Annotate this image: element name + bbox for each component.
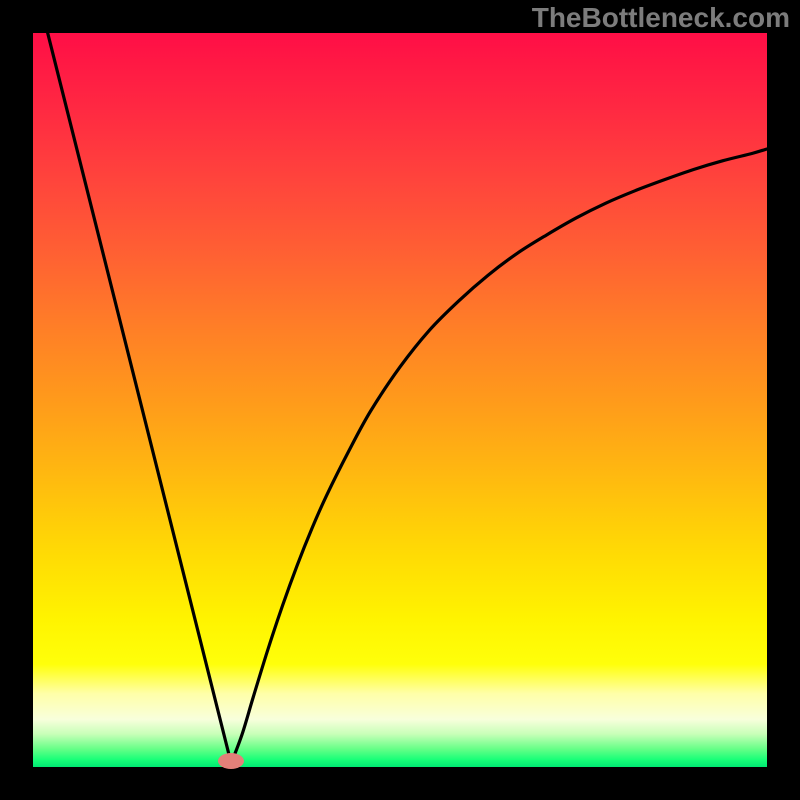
curve-left-branch — [48, 33, 232, 763]
plot-area — [33, 33, 767, 767]
watermark-text: TheBottleneck.com — [532, 2, 790, 34]
chart-container: TheBottleneck.com — [0, 0, 800, 800]
curve-layer — [33, 33, 767, 767]
minimum-marker — [218, 753, 244, 769]
curve-right-branch — [231, 149, 767, 763]
